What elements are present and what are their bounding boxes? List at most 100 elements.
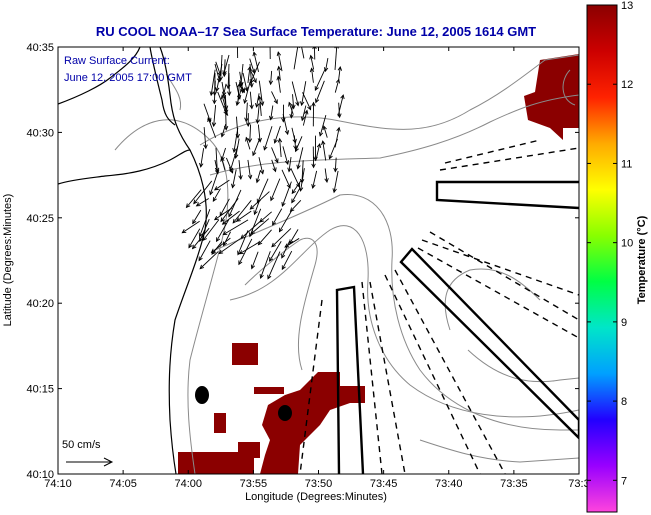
current-vector xyxy=(235,81,244,107)
x-tick-label: 74:05 xyxy=(109,478,137,490)
current-vector xyxy=(255,170,261,184)
current-vector xyxy=(311,170,318,189)
y-tick-label: 40:10 xyxy=(26,469,54,481)
current-vector xyxy=(276,65,282,81)
current-vector xyxy=(318,115,327,137)
x-axis: 74:10 74:05 74:00 73:55 73:50 73:45 73:40 73:35… xyxy=(44,47,590,490)
current-vector xyxy=(273,125,281,144)
current-vector xyxy=(322,125,328,138)
current-vector xyxy=(337,94,345,117)
current-vector xyxy=(281,169,291,189)
current-vector xyxy=(269,241,282,262)
current-vector xyxy=(257,95,263,117)
radar-line-7 xyxy=(384,274,481,474)
current-vector xyxy=(311,146,316,169)
current-vector xyxy=(302,109,309,126)
current-vector xyxy=(212,72,217,97)
y-axis: 40:35 40:30 40:25 40:20 40:15 40:10 xyxy=(26,42,579,481)
current-vector xyxy=(333,157,338,173)
current-vector xyxy=(235,210,252,222)
current-vector xyxy=(198,240,211,262)
current-vector xyxy=(271,91,278,105)
radar-box-south xyxy=(335,285,365,474)
x-tick-label: 73:40 xyxy=(435,478,463,490)
x-tick-label: 73:50 xyxy=(305,478,333,490)
current-vector xyxy=(282,146,290,166)
current-vector xyxy=(220,124,227,138)
current-vector xyxy=(258,80,265,107)
current-vector xyxy=(300,105,307,122)
colorbar-tick-label: 7 xyxy=(621,475,627,487)
current-vector xyxy=(247,159,253,180)
sst-patch-mid xyxy=(238,442,260,458)
current-vector xyxy=(227,72,232,97)
y-axis-label: Latitude (Degrees:Minutes) xyxy=(2,194,14,327)
current-vector xyxy=(337,65,343,81)
radar-line-6 xyxy=(394,269,506,474)
y-tick-label: 40:25 xyxy=(26,213,54,225)
current-vector xyxy=(263,126,273,151)
colorbar-label: Temperature (°C) xyxy=(636,215,648,304)
current-vector xyxy=(324,168,329,184)
current-vector xyxy=(271,147,279,164)
current-vector xyxy=(276,75,281,93)
current-vector xyxy=(220,94,229,116)
x-tick-label: 73:3 xyxy=(568,478,589,490)
current-vector xyxy=(334,78,341,93)
current-vector xyxy=(278,210,292,233)
depth-contours xyxy=(114,54,579,474)
contour-9 xyxy=(562,69,576,106)
current-vector xyxy=(311,101,316,127)
current-vector xyxy=(238,160,243,181)
current-vector xyxy=(232,200,252,224)
contour-2 xyxy=(199,54,579,146)
scale-arrow xyxy=(66,457,114,467)
contour-6 xyxy=(244,237,318,371)
current-vector xyxy=(195,198,209,207)
current-vector xyxy=(323,57,329,73)
current-vector xyxy=(250,251,259,270)
sst-patch-small xyxy=(214,413,226,433)
current-vector xyxy=(249,63,254,88)
colorbar-tick-label: 10 xyxy=(621,238,633,250)
colorbar-tick-label: 11 xyxy=(621,158,632,170)
sst-patches xyxy=(178,54,579,474)
current-vector xyxy=(191,227,210,250)
station-markers xyxy=(195,386,292,421)
current-vector xyxy=(312,47,317,60)
current-vector xyxy=(245,136,251,150)
current-vector xyxy=(188,228,201,249)
colorbar xyxy=(586,4,618,513)
current-vector xyxy=(256,178,269,204)
current-vector xyxy=(289,200,302,213)
contour-3 xyxy=(209,94,579,176)
current-vector xyxy=(291,127,297,144)
contour-11 xyxy=(419,439,579,463)
current-vector xyxy=(302,92,312,111)
current-vector xyxy=(237,47,239,59)
coastline xyxy=(58,47,207,474)
current-vector xyxy=(216,219,229,243)
current-vector xyxy=(321,140,327,161)
current-vector xyxy=(213,179,230,191)
current-vector xyxy=(296,147,304,170)
station-marker-2 xyxy=(278,405,292,421)
radar-box-east xyxy=(435,180,579,210)
legend-line-1: Raw Surface Current: xyxy=(64,55,170,67)
current-vectors xyxy=(181,47,345,280)
current-vector xyxy=(309,67,315,83)
current-vector xyxy=(314,69,326,91)
current-vector xyxy=(281,240,290,259)
radar-line-10 xyxy=(299,299,323,474)
current-vector xyxy=(255,103,260,125)
current-vector xyxy=(250,218,270,235)
current-vector xyxy=(221,210,240,225)
current-vector xyxy=(271,159,277,173)
current-vector xyxy=(214,159,220,175)
current-vector xyxy=(209,171,219,196)
current-vector xyxy=(218,238,241,255)
current-vector xyxy=(270,178,281,202)
current-vector xyxy=(193,180,213,205)
current-vector xyxy=(309,54,315,70)
